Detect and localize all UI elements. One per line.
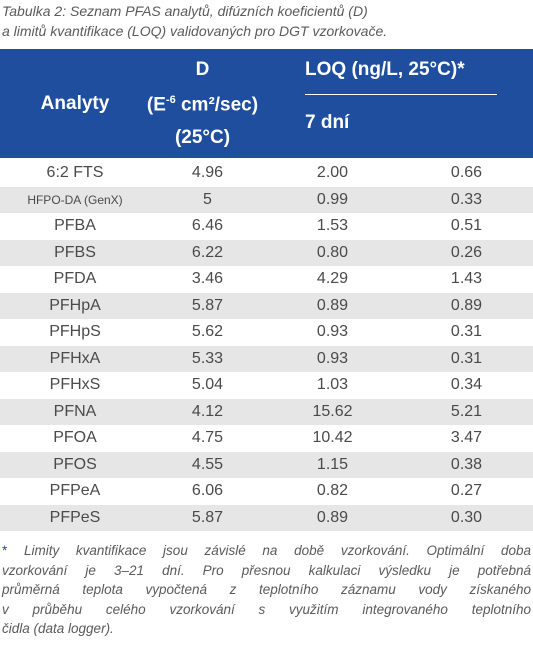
loq-7: 0.82 xyxy=(316,482,349,499)
analyte: PFBS xyxy=(54,243,96,261)
loq-7: 4.29 xyxy=(316,270,349,287)
analyte: PFHxS xyxy=(49,376,101,393)
header-d-unit: (E-6 cm²/sec) xyxy=(120,94,285,116)
footnote-marker: * xyxy=(2,543,8,558)
loq-7: 0.93 xyxy=(316,349,349,367)
table-row: PFHpS 5.62 0.93 0.31 xyxy=(0,319,533,345)
d-value: 4.55 xyxy=(191,455,224,473)
table-row: PFOA 4.75 10.42 3.47 xyxy=(0,425,533,451)
analyte: HFPO-DA (GenX) xyxy=(27,192,123,207)
table-row: PFBA 6.46 1.53 0.51 xyxy=(0,213,533,239)
loq-7: 1.03 xyxy=(316,376,349,393)
d-value: 6.06 xyxy=(191,482,224,499)
analyte: 6:2 FTS xyxy=(46,164,104,181)
footnote-text: průměrná teplota vypočtená z teplotního … xyxy=(2,582,531,597)
analyte: PFHpA xyxy=(49,296,101,314)
loq-21: 0.66 xyxy=(450,164,483,181)
d-value: 4.75 xyxy=(191,429,224,446)
table-row: PFPeA 6.06 0.82 0.27 xyxy=(0,478,533,504)
loq-7: 0.89 xyxy=(316,508,349,526)
footnote-text: vzorkování je 3–21 dní. Pro přesnou kalk… xyxy=(2,562,531,578)
d-value: 5.33 xyxy=(191,349,224,367)
loq-7: 0.99 xyxy=(316,190,349,208)
loq-7: 1.53 xyxy=(316,217,349,234)
loq-21: 0.31 xyxy=(450,323,483,340)
table-row: PFDA 3.46 4.29 1.43 xyxy=(0,266,533,292)
footnote-text: Limity kvantifikace jsou závislé na době… xyxy=(23,543,531,558)
loq-7: 15.62 xyxy=(312,402,353,420)
loq-7: 10.42 xyxy=(312,429,353,446)
analyte: PFPeA xyxy=(49,482,101,499)
analyte: PFOS xyxy=(53,455,97,473)
table-row: PFNA 4.12 15.62 5.21 xyxy=(0,398,533,425)
d-value: 5.04 xyxy=(191,376,224,393)
table-row: PFHxA 5.33 0.93 0.31 xyxy=(0,345,533,372)
header-loq-sub: 7 dní xyxy=(305,112,350,133)
analyte: PFHpS xyxy=(49,323,101,340)
loq-21: 0.34 xyxy=(450,376,483,393)
header-analyte: Analyty xyxy=(40,93,110,114)
table-row: HFPO-DA (GenX) 5 0.99 0.33 xyxy=(0,186,533,213)
loq-21: 0.38 xyxy=(450,455,483,473)
footnote-line: * Limity kvantifikace jsou závislé na do… xyxy=(2,543,531,558)
d-value: 4.12 xyxy=(191,402,224,420)
d-value: 3.46 xyxy=(191,270,224,287)
d-value: 6.22 xyxy=(191,243,224,261)
table-row: 6:2 FTS 4.96 2.00 0.66 xyxy=(0,160,533,186)
header-loq: LOQ (ng/L, 25°C)* xyxy=(305,59,465,80)
analyte: PFDA xyxy=(53,270,97,287)
header-rule xyxy=(305,94,497,95)
header-d-unit-close: cm²/sec) xyxy=(175,94,259,116)
loq-21: 1.43 xyxy=(450,270,483,287)
loq-7: 2.00 xyxy=(316,164,349,181)
loq-21: 0.27 xyxy=(450,482,483,499)
analyte: PFOA xyxy=(53,429,97,446)
caption-line: a limitů kvantifikace (LOQ) validovaných… xyxy=(2,23,388,39)
header-d-unit-sup: -6 xyxy=(165,94,176,106)
loq-7: 0.93 xyxy=(316,323,349,340)
header-d-unit-open: (E xyxy=(146,94,166,116)
d-value: 5.62 xyxy=(191,323,224,340)
loq-21: 0.51 xyxy=(450,217,483,234)
caption-line: Tabulka 2: Seznam PFAS analytů, difúzníc… xyxy=(2,3,368,19)
d-value: 5.87 xyxy=(191,296,224,314)
table-header: Analyty D (E-6 cm²/sec) (25°C) LOQ (ng/L… xyxy=(0,49,533,158)
loq-7: 0.80 xyxy=(316,243,349,261)
table-row: PFHpA 5.87 0.89 0.89 xyxy=(0,292,533,319)
header-d-temp: (25°C) xyxy=(174,127,231,148)
loq-21: 0.26 xyxy=(450,243,483,261)
loq-21: 3.47 xyxy=(450,429,483,446)
loq-7: 1.15 xyxy=(316,455,349,473)
header-d: D xyxy=(195,59,210,80)
loq-21: 0.33 xyxy=(450,190,483,208)
d-value: 4.96 xyxy=(191,164,224,181)
loq-21: 0.30 xyxy=(450,508,483,526)
footnote-line: v průběhu celého vzorkování s využitím i… xyxy=(2,602,531,617)
footnote-line: průměrná teplota vypočtená z teplotního … xyxy=(2,582,531,597)
analyte: PFNA xyxy=(53,402,97,420)
d-value: 6.46 xyxy=(191,217,224,234)
loq-21: 0.31 xyxy=(450,349,483,367)
footnote-line: čidla (data logger). xyxy=(2,621,531,636)
analyte: PFHxA xyxy=(49,349,101,367)
analyte: PFBA xyxy=(54,217,96,234)
table-row: PFBS 6.22 0.80 0.26 xyxy=(0,239,533,266)
table-row: PFHxS 5.04 1.03 0.34 xyxy=(0,372,533,398)
footnote-text: čidla (data logger). xyxy=(2,621,114,636)
loq-7: 0.89 xyxy=(316,296,349,314)
table-row: PFPeS 5.87 0.89 0.30 xyxy=(0,504,533,531)
d-value: 5.87 xyxy=(191,508,224,526)
analyte: PFPeS xyxy=(49,508,101,526)
footnote-line: vzorkování je 3–21 dní. Pro přesnou kalk… xyxy=(2,563,531,578)
loq-21: 0.89 xyxy=(450,296,483,314)
footnote-text: v průběhu celého vzorkování s využitím i… xyxy=(2,601,531,617)
d-value: 5 xyxy=(203,190,212,208)
loq-21: 5.21 xyxy=(450,402,483,420)
table-row: PFOS 4.55 1.15 0.38 xyxy=(0,451,533,478)
